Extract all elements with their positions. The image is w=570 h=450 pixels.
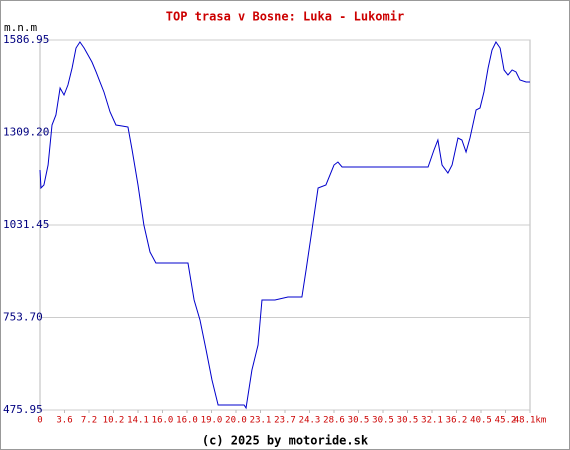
x-tick-label: 0 [37,416,42,426]
y-axis-label: m.n.m [4,21,37,34]
x-tick-label: 28.6 [323,416,345,426]
x-tick-label: 23.1 [250,416,272,426]
x-tick-label: 30.5 [348,416,370,426]
x-tick-label: 19.0 [201,416,223,426]
x-tick-label: 24.3 [299,416,321,426]
y-tick-label: 1309.20 [3,126,49,139]
x-tick-label: 40.5 [470,416,492,426]
chart-title: TOP trasa v Bosne: Luka - Lukomir [166,10,404,24]
x-tick-label: 30.5 [397,416,419,426]
x-tick-label: 32.1 [421,416,443,426]
x-tick-label: 20.0 [225,416,247,426]
x-tick-label: 16.0 [176,416,198,426]
elevation-line [39,41,530,410]
x-tick-label: 23.7 [274,416,296,426]
footer: (c) 2025 by motoride.sk [202,434,369,448]
y-tick-label: 753.70 [3,311,43,324]
x-tick-label: 3.6 [56,416,72,426]
x-tick-label: 36.2 [446,416,468,426]
y-tick-label: 475.95 [3,403,43,416]
x-tick-label: 45.2 [495,416,517,426]
x-tick-label: 30.5 [372,416,394,426]
x-tick-label: 48.1km [514,416,547,426]
x-tick-label: 14.1 [127,416,149,426]
x-tick-label: 10.2 [103,416,125,426]
x-tick-label: 16.0 [152,416,174,426]
y-tick-label: 1586.95 [3,33,49,46]
y-tick-label: 1031.45 [3,218,49,231]
x-tick-label: 7.2 [81,416,97,426]
